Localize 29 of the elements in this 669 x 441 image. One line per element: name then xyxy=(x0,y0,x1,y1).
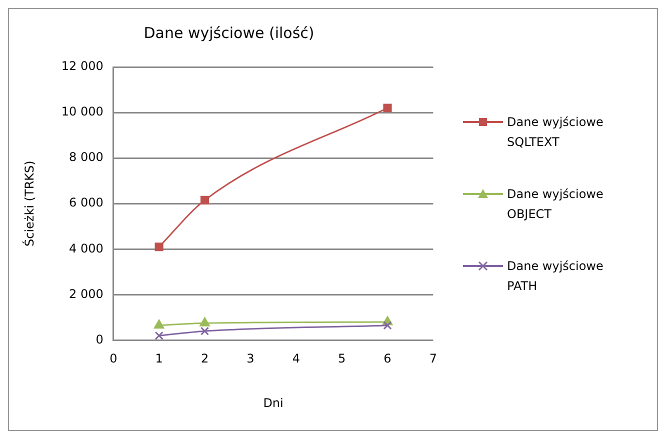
y-tick-label: 0 xyxy=(96,332,104,346)
y-tick-label: 2 000 xyxy=(69,286,104,300)
y-tick-label: 4 000 xyxy=(69,240,104,255)
x-tick-label: 2 xyxy=(200,351,209,366)
x-tick-label: 7 xyxy=(429,351,438,366)
point xyxy=(200,316,210,326)
x-tick-label: 0 xyxy=(110,351,118,366)
chart-title: Dane wyjściowe (ilość) xyxy=(144,23,314,42)
legend-label: Dane wyjściowe SQLTEXT xyxy=(507,114,604,150)
point xyxy=(200,326,210,335)
point xyxy=(154,330,164,340)
y-tick-label: 10 000 xyxy=(61,104,104,118)
x-tick-label: 5 xyxy=(338,351,346,366)
x-tick-label: 6 xyxy=(384,351,392,366)
y-tick-label: 12 000 xyxy=(61,58,104,73)
y-tick-label: 6 000 xyxy=(69,195,104,210)
legend-label: Dane wyjściowe PATH xyxy=(507,258,604,294)
point xyxy=(154,242,164,251)
x-tick-label: 4 xyxy=(292,351,300,366)
x-axis-title: Dni xyxy=(263,395,284,410)
legend-label: Dane wyjściowe OBJECT xyxy=(507,186,604,222)
point xyxy=(383,103,392,112)
y-tick-label: 8 000 xyxy=(69,150,104,164)
point xyxy=(154,319,164,328)
point xyxy=(200,195,210,204)
x-tick-label: 3 xyxy=(246,351,254,366)
point xyxy=(383,320,392,330)
y-axis-title: Ścieżki (TRKS) xyxy=(21,160,36,246)
x-tick-label: 1 xyxy=(155,351,163,366)
